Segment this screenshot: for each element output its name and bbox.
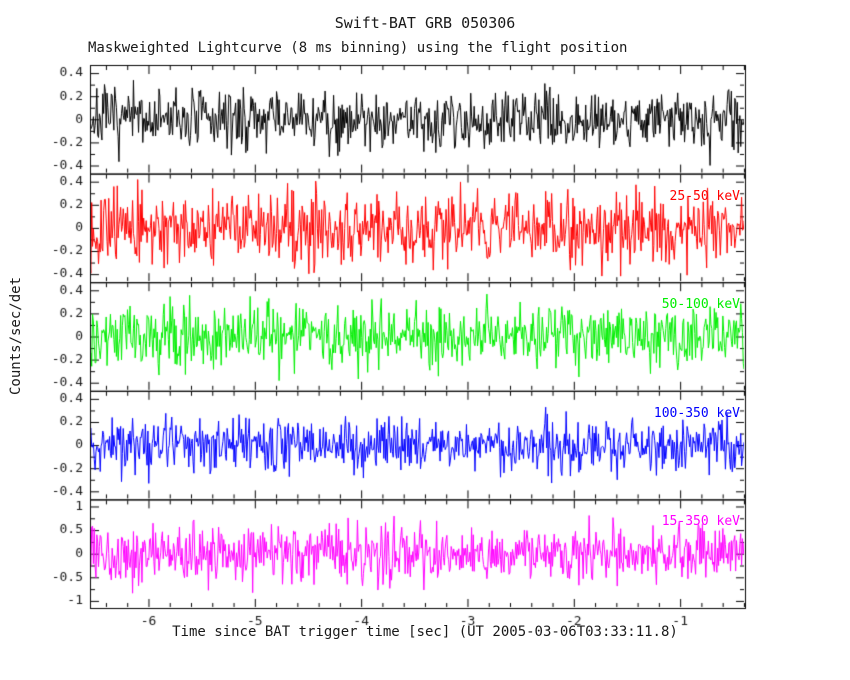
energy-band-label: 100-350 keV xyxy=(653,405,740,421)
x-axis-label: Time since BAT trigger time [sec] (UT 20… xyxy=(172,624,678,640)
plot-title: Swift-BAT GRB 050306 xyxy=(334,14,516,32)
energy-band-label: 50-100 keV xyxy=(661,297,740,313)
energy-band-label: 15-350 keV xyxy=(661,514,740,530)
plot-subtitle: Maskweighted Lightcurve (8 ms binning) u… xyxy=(88,40,628,56)
y-axis-label: Counts/sec/det xyxy=(8,276,24,396)
energy-band-label: 25-50 keV xyxy=(669,188,740,204)
